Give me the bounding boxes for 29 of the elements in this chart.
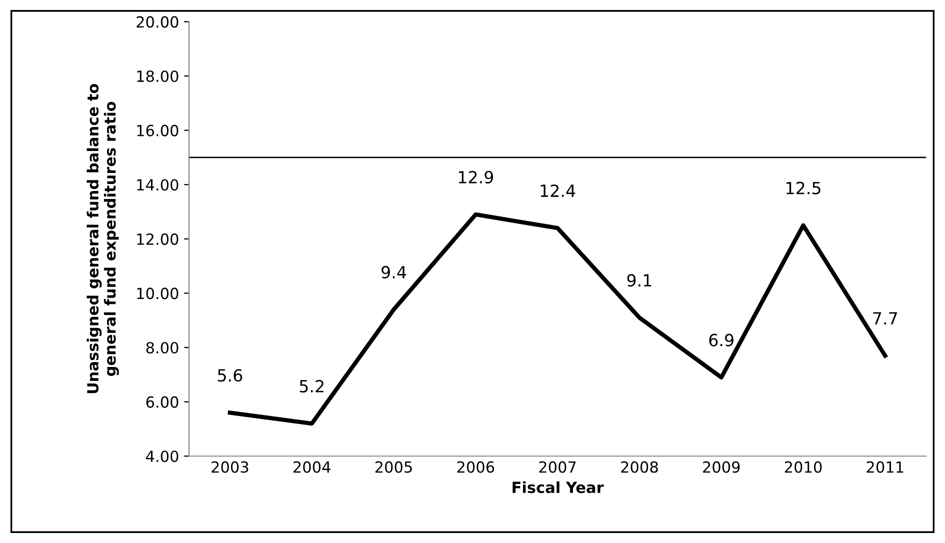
x-tick-label: 2006	[457, 461, 494, 473]
y-tick-label: 12.00	[137, 233, 178, 245]
x-tick-label: 2010	[784, 461, 822, 473]
y-tick-label: 14.00	[137, 179, 178, 191]
y-tick-label: 8.00	[146, 342, 178, 354]
x-axis-title: Fiscal Year	[512, 481, 604, 494]
y-tick-label: 4.00	[146, 450, 178, 462]
data-label: 9.1	[627, 274, 652, 287]
x-tick-label: 2003	[212, 461, 248, 473]
y-tick-label: 18.00	[137, 70, 178, 82]
y-axis-title: Unassigned general fund balance to general fund expenditures ratio	[86, 84, 119, 394]
y-tick-label: 6.00	[146, 396, 178, 408]
data-label: 6.9	[709, 334, 734, 346]
data-label: 12.5	[786, 182, 820, 194]
x-tick-label: 2007	[539, 461, 576, 473]
y-tick-label: 10.00	[137, 288, 178, 300]
data-label: 5.2	[300, 380, 324, 393]
x-tick-label: 2011	[866, 461, 904, 473]
data-label: 5.6	[218, 369, 242, 382]
x-tick-label: 2009	[703, 461, 740, 473]
data-label: 12.4	[540, 184, 576, 197]
x-tick-label: 2005	[375, 461, 412, 473]
data-label: 12.9	[458, 170, 494, 184]
y-tick-label: 16.00	[137, 124, 178, 136]
x-tick-label: 2004	[294, 461, 330, 473]
y-tick-label: 20.00	[136, 16, 178, 28]
x-tick-label: 2008	[621, 461, 658, 473]
data-label: 9.4	[382, 266, 406, 279]
data-label: 7.7	[873, 312, 897, 324]
